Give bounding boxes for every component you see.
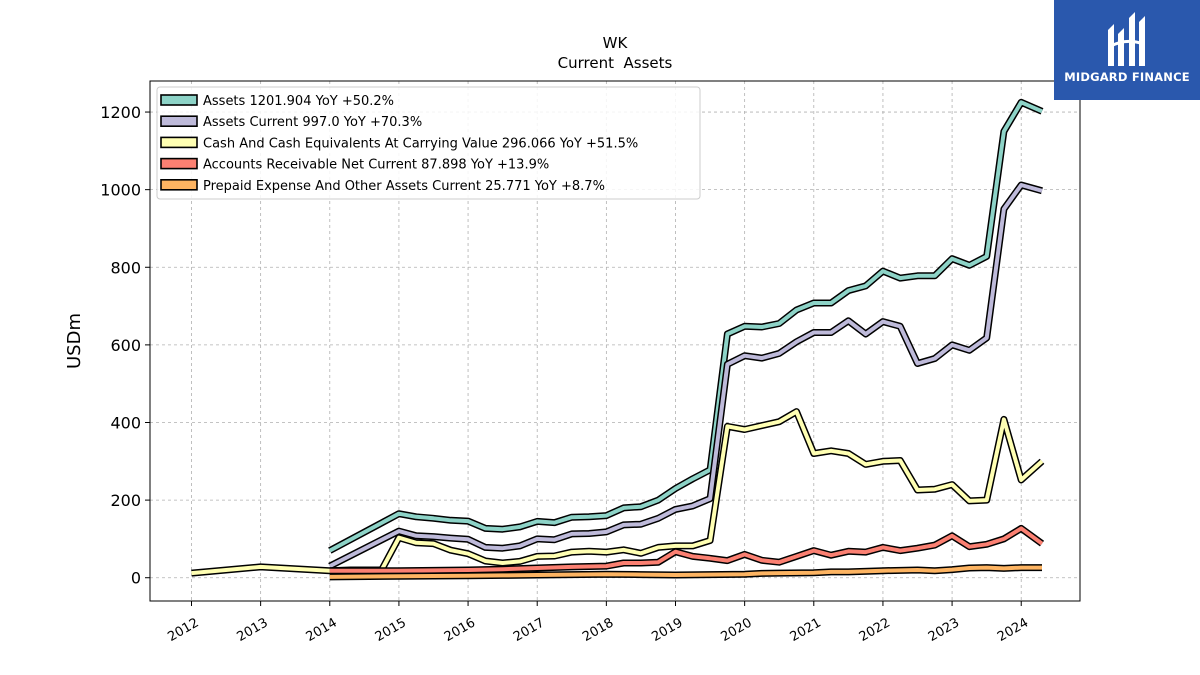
legend-label: Cash And Cash Equivalents At Carrying Va… — [203, 136, 638, 151]
x-tick-label: 2019 — [649, 615, 685, 645]
y-tick-label: 0 — [131, 569, 141, 588]
legend-label: Assets Current 997.0 YoY +70.3% — [203, 115, 422, 130]
x-tick-label: 2016 — [442, 615, 478, 645]
x-tick-label: 2023 — [926, 615, 962, 645]
y-tick-label: 400 — [110, 413, 141, 432]
grid — [150, 81, 1080, 601]
y-tick-label: 1000 — [100, 181, 141, 200]
y-tick-label: 600 — [110, 336, 141, 355]
x-tick-label: 2020 — [718, 615, 754, 645]
legend-label: Prepaid Expense And Other Assets Current… — [203, 179, 605, 194]
series-line-1 — [328, 183, 1043, 568]
x-axis: 2012 2013 2014 2015 2016 2017 2018 2019 2020 2021… — [165, 601, 1031, 645]
y-axis: 0 200 400 600 800 1000 1200 — [100, 103, 150, 588]
series-line-0 — [328, 100, 1043, 553]
legend-swatch — [160, 94, 198, 106]
legend-label: Assets 1201.904 YoY +50.2% — [203, 94, 394, 109]
y-tick-label: 200 — [110, 491, 141, 510]
x-tick-label: 2024 — [995, 615, 1031, 645]
logo-text: MIDGARD FINANCE — [1064, 70, 1190, 84]
y-tick-label: 1200 — [100, 103, 141, 122]
x-tick-label: 2014 — [304, 615, 340, 645]
y-tick-label: 800 — [110, 258, 141, 277]
x-tick-label: 2012 — [165, 615, 201, 645]
brand-logo: MIDGARD FINANCE — [1054, 0, 1200, 100]
chart-subtitle: Current Assets — [558, 54, 673, 72]
x-tick-label: 2022 — [857, 615, 893, 645]
x-tick-label: 2018 — [580, 615, 616, 645]
series-line-2 — [191, 409, 1044, 576]
y-axis-label: USDm — [64, 313, 85, 369]
midgard-logo-icon — [1108, 12, 1145, 66]
series-layer — [191, 98, 1045, 581]
x-tick-label: 2015 — [373, 615, 409, 645]
plot-frame — [149, 80, 1081, 602]
series-line-3 — [329, 526, 1044, 573]
legend-swatch — [160, 136, 198, 149]
x-tick-label: 2017 — [511, 615, 547, 645]
legend-swatch — [160, 179, 198, 191]
chart-title: WK — [603, 34, 629, 52]
x-tick-label: 2021 — [788, 615, 824, 645]
legend-box — [156, 86, 701, 200]
legend-swatch — [160, 115, 198, 127]
legend-label: Accounts Receivable Net Current 87.898 Y… — [203, 158, 549, 173]
legend: Assets 1201.904 YoY +50.2% Assets Current… — [156, 86, 701, 200]
x-tick-label: 2013 — [234, 615, 270, 645]
legend-swatch — [160, 157, 198, 170]
series-line-4 — [329, 565, 1042, 579]
